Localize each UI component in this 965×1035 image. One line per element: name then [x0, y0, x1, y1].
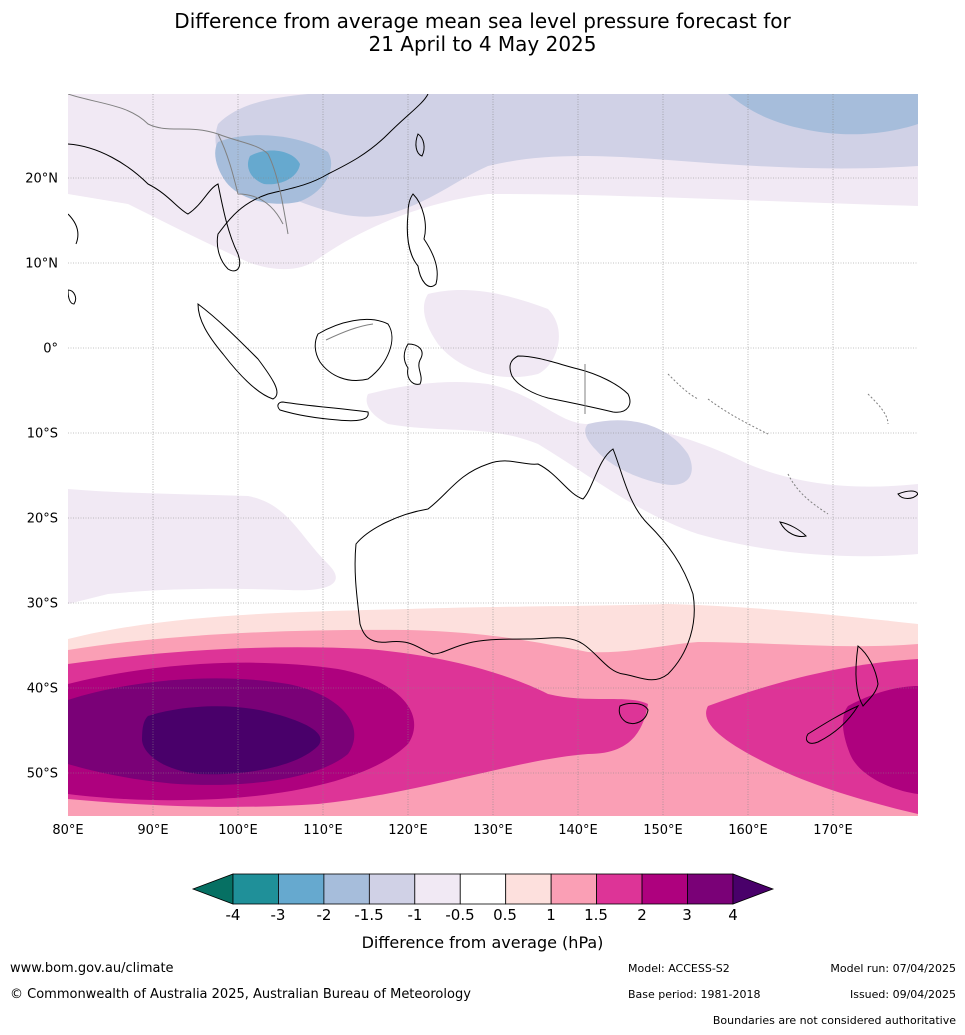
colorbar-tick: 4 — [728, 906, 738, 924]
colorbar-tick: 0.5 — [493, 906, 517, 924]
lon-label-160e: 160°E — [728, 823, 768, 838]
australia-coastline — [354, 448, 695, 681]
lon-label-170e: 170°E — [813, 823, 853, 838]
colorbar-extend-low — [191, 873, 234, 905]
contour-neg-1-arafura — [585, 420, 692, 485]
chart-title: Difference from average mean sea level p… — [0, 10, 965, 56]
colorbar-tick: -3 — [270, 906, 286, 924]
java-coastline — [277, 401, 369, 422]
lat-label-30s: 30°S — [26, 596, 58, 612]
lat-label-10s: 10°S — [26, 426, 58, 442]
colorbar-tick: 1.5 — [584, 906, 608, 924]
colorbar-swatch — [232, 873, 279, 905]
tasmania-coastline — [618, 702, 649, 724]
colorbar-swatch — [641, 873, 688, 905]
contour-neg-1-north — [215, 94, 918, 217]
model-text: Model: ACCESS-S2 — [628, 962, 730, 975]
colorbar-tick: -0.5 — [445, 906, 475, 924]
contour-pos-4 — [142, 706, 321, 775]
political-borders — [68, 94, 586, 414]
colorbar-tick: -1.5 — [354, 906, 384, 924]
new-guinea-coastline — [509, 355, 631, 413]
colorbar-label: Difference from average (hPa) — [361, 933, 604, 952]
contour-neg-1.5-ne — [728, 94, 918, 135]
title-line-2: 21 April to 4 May 2025 — [368, 32, 597, 56]
sulawesi-coastline — [403, 343, 423, 385]
colorbar-swatch — [550, 873, 598, 905]
colorbar-swatch — [414, 873, 461, 905]
lat-label-10n: 10°N — [25, 256, 58, 272]
pacific-islands — [667, 373, 889, 515]
website-link[interactable]: www.bom.gov.au/climate — [10, 961, 174, 976]
coastlines — [68, 94, 879, 744]
lon-label-150e: 150°E — [643, 823, 683, 838]
pacific-islands-solid — [779, 490, 918, 537]
colorbar-swatches — [191, 873, 775, 905]
lon-label-140e: 140°E — [558, 823, 598, 838]
colorbar-swatch — [459, 873, 507, 905]
lat-label-20s: 20°S — [26, 511, 58, 527]
base-period-text: Base period: 1981-2018 — [628, 988, 761, 1001]
lat-label-50s: 50°S — [26, 766, 58, 782]
contour-neg-0.5-bay — [423, 289, 559, 378]
taiwan-coastline — [415, 133, 425, 157]
lon-label-90e: 90°E — [137, 823, 169, 838]
colorbar-swatch — [368, 873, 416, 905]
borneo-coastline — [314, 318, 393, 381]
colorbar-tick: -4 — [225, 906, 241, 924]
colorbar-swatch — [278, 873, 325, 905]
disclaimer-text: Boundaries are not considered authoritat… — [712, 1014, 956, 1027]
borneo-border — [325, 323, 374, 341]
new-zealand-north-coastline — [855, 645, 879, 707]
pressure-anomaly-map — [68, 94, 918, 816]
colorbar-swatch — [687, 873, 734, 905]
lat-label-0: 0° — [43, 341, 58, 357]
colorbar-tick: 2 — [637, 906, 647, 924]
model-run-text: Model run: 07/04/2025 — [830, 962, 956, 975]
colorbar-swatch — [505, 873, 552, 905]
lat-label-40s: 40°S — [26, 681, 58, 697]
sumatra-coastline — [197, 302, 278, 400]
lon-label-110e: 110°E — [303, 823, 343, 838]
colorbar-tick: 1 — [546, 906, 556, 924]
colorbar-swatch — [596, 873, 643, 905]
lon-label-120e: 120°E — [388, 823, 428, 838]
colorbar-tick: -1 — [407, 906, 423, 924]
lon-label-130e: 130°E — [473, 823, 513, 838]
gridlines — [68, 94, 918, 816]
asia-mainland-coastline — [68, 94, 429, 272]
lon-label-80e: 80°E — [52, 823, 84, 838]
lat-label-20n: 20°N — [25, 171, 58, 187]
contour-pos-2-east — [842, 686, 918, 794]
philippines-coastline — [406, 193, 438, 288]
colorbar-swatch — [323, 873, 370, 905]
copyright-text: © Commonwealth of Australia 2025, Austra… — [10, 987, 471, 1002]
map-canvas — [68, 94, 918, 816]
issued-text: Issued: 09/04/2025 — [849, 988, 956, 1001]
new-zealand-south-coastline — [805, 704, 860, 744]
colorbar-tick: 3 — [682, 906, 692, 924]
colorbar-tick: -2 — [316, 906, 332, 924]
contour-pos-1.5-east — [706, 659, 918, 814]
colorbar-extend-high — [732, 873, 775, 905]
sri-lanka-coastline — [68, 289, 77, 305]
india-coastline — [68, 213, 79, 245]
asia-borders — [68, 94, 289, 235]
title-line-1: Difference from average mean sea level p… — [174, 9, 791, 33]
lon-label-100e: 100°E — [218, 823, 258, 838]
colorbar — [191, 873, 775, 905]
